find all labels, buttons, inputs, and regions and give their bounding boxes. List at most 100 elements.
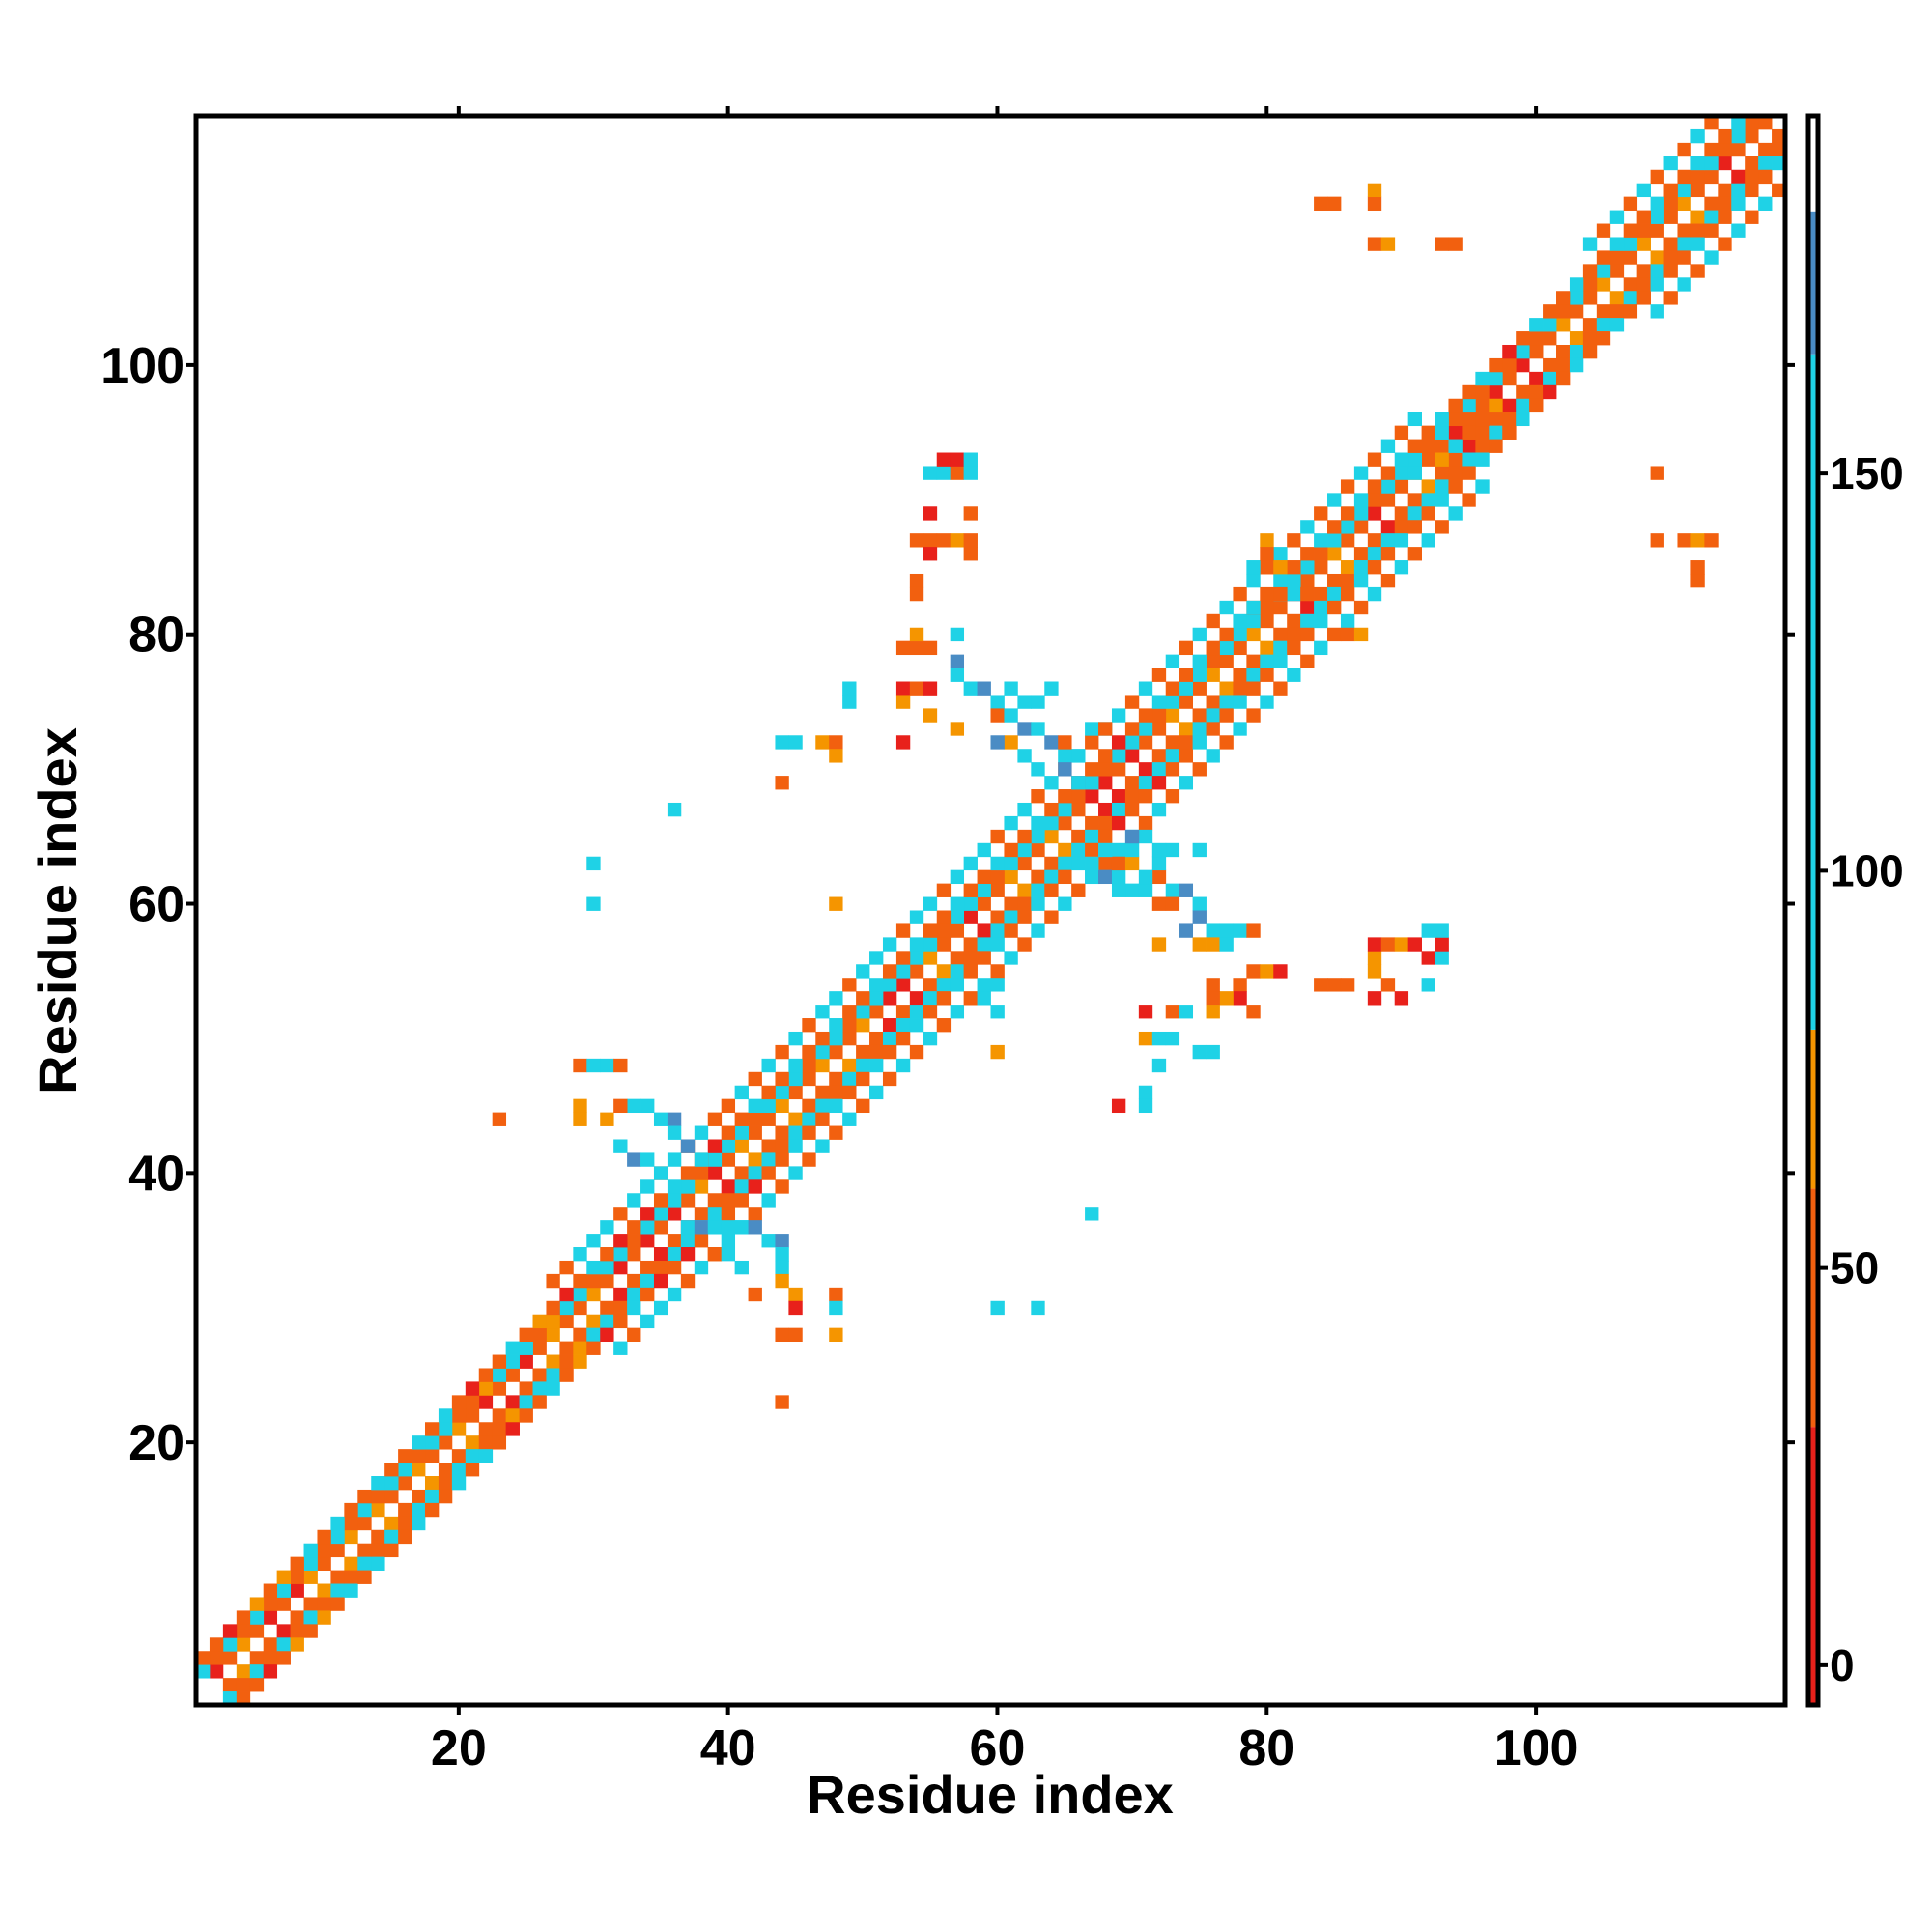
heatmap-cell xyxy=(1475,412,1490,427)
heatmap-cell xyxy=(344,1583,358,1598)
heatmap-cell xyxy=(317,1556,331,1571)
heatmap-cell xyxy=(1340,520,1355,534)
heatmap-cell xyxy=(1636,237,1651,251)
heatmap-cell xyxy=(977,869,991,885)
heatmap-cell xyxy=(1044,829,1059,844)
heatmap-cell xyxy=(1529,344,1544,359)
heatmap-cell xyxy=(1690,223,1705,238)
heatmap-cell xyxy=(1462,466,1476,480)
heatmap-cell xyxy=(1516,412,1530,427)
heatmap-cell xyxy=(317,1543,331,1558)
heatmap-cell xyxy=(667,1234,682,1248)
heatmap-cell xyxy=(640,1098,655,1114)
heatmap-cell xyxy=(1287,613,1301,629)
heatmap-cell xyxy=(249,1597,265,1611)
heatmap-cell xyxy=(1327,627,1342,642)
heatmap-cell xyxy=(1031,923,1045,938)
heatmap-cell xyxy=(1273,547,1288,561)
heatmap-cell xyxy=(815,1112,830,1126)
colorbar-band xyxy=(1808,1427,1818,1706)
heatmap-cell xyxy=(950,923,965,938)
heatmap-cell xyxy=(357,1502,372,1518)
heatmap-cell xyxy=(1058,789,1072,804)
heatmap-cell xyxy=(1435,493,1449,507)
heatmap-cell xyxy=(680,1179,696,1194)
heatmap-cell xyxy=(653,1112,668,1126)
heatmap-cell xyxy=(1435,520,1449,534)
heatmap-cell xyxy=(519,1381,533,1396)
heatmap-cell xyxy=(1475,452,1490,467)
heatmap-cell xyxy=(1111,842,1126,858)
heatmap-cell xyxy=(775,1139,789,1153)
heatmap-cell xyxy=(1124,789,1140,804)
heatmap-cell xyxy=(1353,600,1369,615)
y-tick-label: 40 xyxy=(128,1146,185,1202)
heatmap-cell xyxy=(1435,937,1449,952)
heatmap-cell xyxy=(1745,128,1759,144)
heatmap-cell xyxy=(1663,250,1678,265)
heatmap-cell xyxy=(775,1179,789,1194)
heatmap-cell xyxy=(1206,978,1220,992)
heatmap-cell xyxy=(1124,722,1140,736)
heatmap-cell xyxy=(1206,668,1220,682)
heatmap-cell xyxy=(1246,708,1261,723)
heatmap-cell xyxy=(1031,695,1045,709)
heatmap-cell xyxy=(1273,654,1288,668)
heatmap-cell xyxy=(330,1597,345,1611)
heatmap-cell xyxy=(761,1098,776,1114)
heatmap-cell xyxy=(1462,384,1476,400)
heatmap-cell xyxy=(613,1058,628,1073)
heatmap-cell xyxy=(1529,398,1544,413)
heatmap-cell xyxy=(303,1543,318,1558)
heatmap-cell xyxy=(775,735,789,750)
heatmap-cell xyxy=(802,1098,816,1114)
heatmap-cell xyxy=(1435,439,1449,453)
heatmap-cell xyxy=(1300,573,1315,588)
heatmap-cell xyxy=(1489,412,1503,427)
heatmap-cell xyxy=(1179,668,1194,682)
heatmap-cell xyxy=(829,896,843,911)
heatmap-cell xyxy=(196,1664,211,1679)
heatmap-cell xyxy=(371,1476,385,1491)
heatmap-cell xyxy=(1058,815,1072,831)
heatmap-cell xyxy=(761,1166,776,1180)
heatmap-cell xyxy=(573,1058,587,1073)
heatmap-cell xyxy=(1690,237,1705,251)
heatmap-cell xyxy=(667,802,682,817)
heatmap-cell xyxy=(775,1327,789,1342)
heatmap-cell xyxy=(775,1234,789,1248)
heatmap-cell xyxy=(1246,668,1261,682)
heatmap-cell xyxy=(546,1368,560,1382)
heatmap-cell xyxy=(1327,493,1342,507)
heatmap-cell xyxy=(1435,452,1449,467)
heatmap-cell xyxy=(1314,506,1328,521)
heatmap-cell xyxy=(1071,883,1086,897)
heatmap-cell xyxy=(1407,439,1422,453)
heatmap-cell xyxy=(842,1085,857,1100)
heatmap-cell xyxy=(1394,937,1409,952)
heatmap-cell xyxy=(1435,951,1449,965)
heatmap-cell xyxy=(1380,547,1396,561)
heatmap-cell xyxy=(1031,842,1045,858)
heatmap-cell xyxy=(1636,210,1651,224)
heatmap-cell xyxy=(1596,331,1611,346)
heatmap-cell xyxy=(1704,156,1719,171)
heatmap-cell xyxy=(1017,829,1032,844)
heatmap-cell xyxy=(1273,600,1288,615)
heatmap-cell xyxy=(721,1179,736,1194)
heatmap-cell xyxy=(1340,506,1355,521)
heatmap-cell xyxy=(317,1610,331,1625)
heatmap-cell xyxy=(829,1031,843,1046)
heatmap-cell xyxy=(1650,277,1664,292)
heatmap-cell xyxy=(1609,237,1625,251)
heatmap-cell xyxy=(680,1193,696,1208)
heatmap-cell xyxy=(842,1005,857,1019)
heatmap-cell xyxy=(317,1583,331,1598)
colorbar-band xyxy=(1808,211,1818,355)
heatmap-cell xyxy=(1421,452,1435,467)
heatmap-cell xyxy=(236,1637,251,1652)
heatmap-cell xyxy=(1165,789,1180,804)
heatmap-cell xyxy=(478,1381,494,1396)
heatmap-cell xyxy=(895,978,911,992)
heatmap-cell xyxy=(923,533,938,548)
